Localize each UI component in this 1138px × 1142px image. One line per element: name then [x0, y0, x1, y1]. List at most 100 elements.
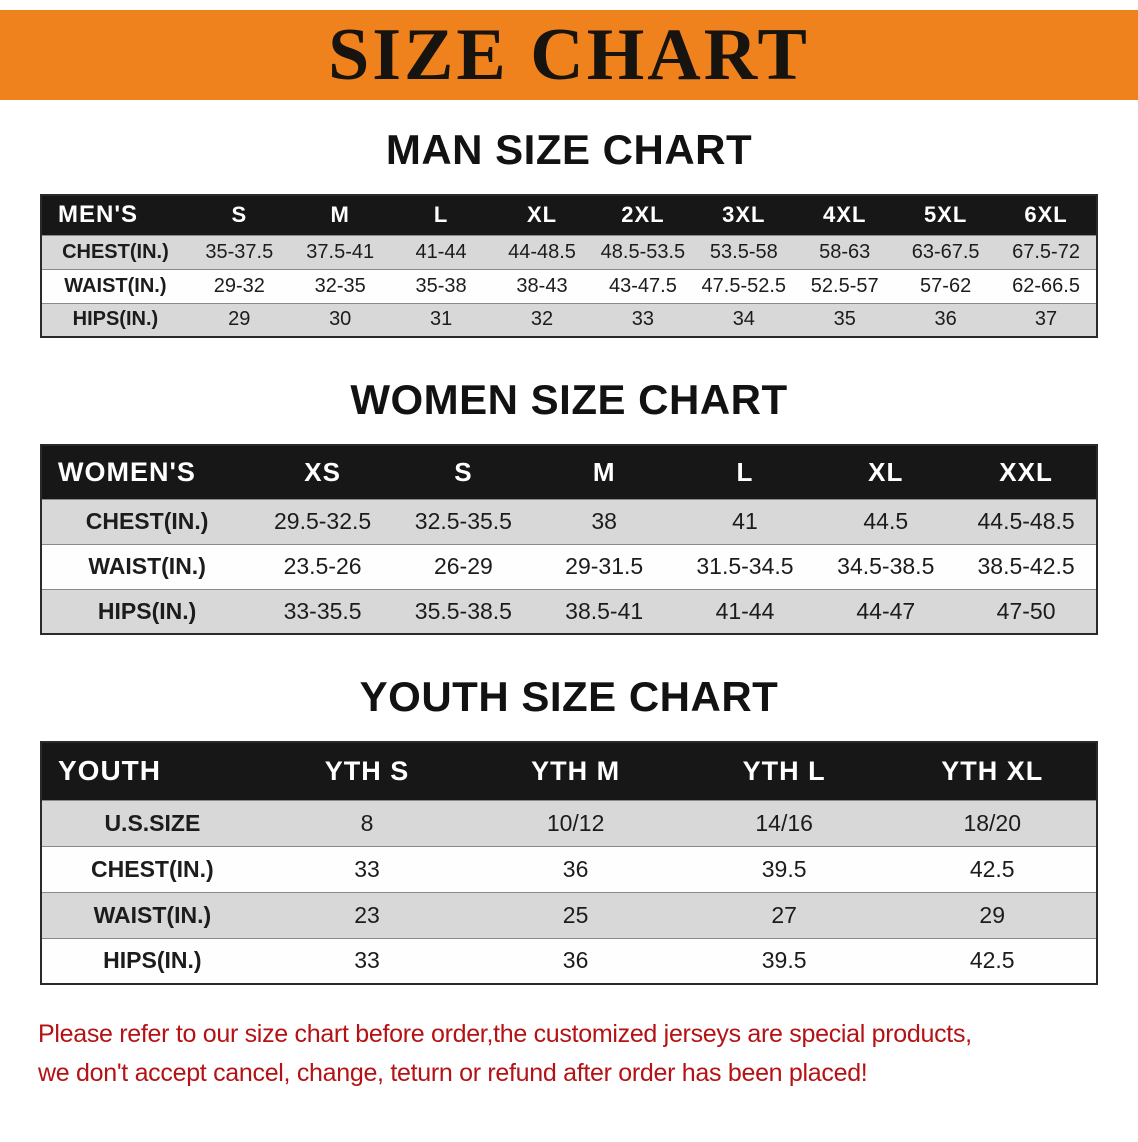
- table-title-cell: WOMEN'S: [58, 456, 196, 487]
- women-size-table: WOMEN'S XS S M L XL XXL CHEST(IN.) 29.5-32.5 32.…: [40, 444, 1098, 635]
- measurement-value-cell: 38.5-41: [565, 597, 644, 624]
- measurement-value-cell: 67.5-72: [1012, 240, 1080, 263]
- measurement-value-cell: 29: [228, 308, 251, 331]
- measurement-value-cell: 53.5-58: [709, 240, 778, 263]
- measurement-value-cell: 62-66.5: [1012, 274, 1080, 297]
- row-label-cell: CHEST(IN.): [91, 855, 214, 882]
- men-size-table: MEN'S S M L XL 2XL 3XL 4XL 5XL 6XL CHEST(IN.) 35-3…: [40, 194, 1098, 338]
- youth-table-body: U.S.SIZE 8 10/12 14/16 18/20 CHEST(IN.) 33 36 39…: [41, 800, 1097, 984]
- measurement-value-cell: 39.5: [761, 855, 807, 882]
- table-title-cell: MEN'S: [58, 201, 139, 229]
- measurement-value-cell: 8: [360, 809, 374, 836]
- measurement-value-cell: 32.5-35.5: [414, 508, 512, 534]
- size-header-cell: 2XL: [621, 202, 665, 228]
- row-label-cell: WAIST(IN.): [93, 901, 212, 928]
- measurement-value-cell: 26-29: [433, 553, 493, 579]
- men-table-body: CHEST(IN.) 35-37.5 37.5-41 41-44 44-48.5 48.5…: [41, 235, 1097, 337]
- row-label-cell: U.S.SIZE: [104, 809, 201, 836]
- measurement-value-cell: 27: [771, 901, 797, 928]
- size-header-cell: S: [231, 202, 248, 228]
- size-header-cell: 6XL: [1024, 202, 1068, 228]
- row-label-cell: HIPS(IN.): [103, 947, 202, 974]
- row-label-cell: WAIST(IN.): [88, 553, 206, 579]
- youth-section-heading: YOUTH SIZE CHART: [359, 673, 779, 720]
- size-header-cell: XL: [868, 456, 904, 487]
- row-label-cell: CHEST(IN.): [85, 508, 209, 534]
- measurement-value-cell: 33: [354, 947, 380, 974]
- measurement-value-cell: 33: [631, 308, 655, 331]
- women-size-section: WOMEN SIZE CHART WOMEN'S XS S M L XL XXL CHEST…: [0, 376, 1138, 635]
- measurement-value-cell: 33: [354, 855, 380, 882]
- size-chart-banner: SIZE CHART: [0, 10, 1138, 100]
- size-header-cell: M: [330, 202, 350, 228]
- measurement-value-cell: 29: [979, 901, 1006, 928]
- measurement-value-cell: 29-31.5: [565, 553, 644, 579]
- measurement-row: HIPS(IN.) 33 36 39.5 42.5: [41, 938, 1097, 984]
- disclaimer-note: Please refer to our size chart before or…: [38, 1015, 1100, 1093]
- measurement-row: CHEST(IN.) 35-37.5 37.5-41 41-44 44-48.5 48.5…: [41, 235, 1097, 269]
- size-header-cell: 4XL: [823, 202, 867, 228]
- size-header-row: WOMEN'S XS S M L XL XXL: [41, 445, 1097, 499]
- women-table-header: WOMEN'S XS S M L XL XXL: [41, 445, 1097, 499]
- measurement-value-cell: 57-62: [920, 274, 972, 297]
- measurement-value-cell: 41-44: [715, 597, 775, 624]
- measurement-value-cell: 42.5: [969, 947, 1015, 974]
- measurement-value-cell: 32: [530, 308, 554, 331]
- measurement-row: HIPS(IN.) 33-35.5 35.5-38.5 38.5-41 41-44 44-…: [41, 589, 1097, 634]
- measurement-value-cell: 39.5: [761, 947, 807, 974]
- measurement-value-cell: 47.5-52.5: [701, 274, 787, 297]
- size-header-cell: 3XL: [722, 202, 766, 228]
- men-section-heading: MAN SIZE CHART: [385, 126, 753, 173]
- measurement-value-cell: 36: [562, 947, 589, 974]
- size-chart-page: SIZE CHART MAN SIZE CHART MEN'S S M L XL 2XL 3…: [0, 10, 1138, 1093]
- measurement-value-cell: 44-47: [856, 597, 916, 624]
- measurement-row: CHEST(IN.) 29.5-32.5 32.5-35.5 38 41 44.5 44.5…: [41, 499, 1097, 544]
- size-header-cell: M: [592, 456, 616, 487]
- measurement-value-cell: 63-67.5: [911, 240, 980, 263]
- row-label-cell: HIPS(IN.): [72, 308, 159, 331]
- men-size-section: MAN SIZE CHART MEN'S S M L XL 2XL 3XL 4XL 5XL 6XL…: [0, 126, 1138, 338]
- size-header-cell: 5XL: [923, 202, 968, 228]
- measurement-value-cell: 33-35.5: [283, 597, 362, 624]
- measurement-value-cell: 47-50: [996, 597, 1056, 624]
- youth-size-table: YOUTH YTH S YTH M YTH L YTH XL U.S.SIZE 8 10/1…: [40, 741, 1098, 985]
- measurement-value-cell: 52.5-57: [810, 274, 879, 297]
- measurement-row: WAIST(IN.) 29-32 32-35 35-38 38-43 43-47.5 47.…: [41, 269, 1097, 303]
- men-table-header: MEN'S S M L XL 2XL 3XL 4XL 5XL 6XL: [41, 195, 1097, 235]
- measurement-value-cell: 35-38: [415, 274, 467, 297]
- measurement-value-cell: 23.5-26: [283, 553, 362, 579]
- row-label-cell: WAIST(IN.): [64, 274, 167, 297]
- size-header-cell: XXL: [999, 456, 1053, 487]
- size-header-row: YOUTH YTH S YTH M YTH L YTH XL: [41, 742, 1097, 800]
- measurement-value-cell: 30: [329, 308, 352, 331]
- measurement-value-cell: 29.5-32.5: [273, 508, 372, 534]
- youth-size-section: YOUTH SIZE CHART YOUTH YTH S YTH M YTH L YTH…: [0, 673, 1138, 985]
- measurement-value-cell: 31: [429, 308, 453, 331]
- measurement-row: WAIST(IN.) 23.5-26 26-29 29-31.5 31.5-34.5 34…: [41, 544, 1097, 589]
- measurement-value-cell: 42.5: [969, 855, 1015, 882]
- size-header-cell: YTH XL: [941, 755, 1044, 786]
- measurement-value-cell: 44.5: [863, 508, 909, 534]
- size-header-row: MEN'S S M L XL 2XL 3XL 4XL 5XL 6XL: [41, 195, 1097, 235]
- size-header-cell: L: [736, 456, 754, 487]
- measurement-value-cell: 14/16: [755, 809, 813, 836]
- row-label-cell: HIPS(IN.): [97, 597, 197, 624]
- size-header-cell: YTH L: [742, 755, 826, 786]
- table-title-cell: YOUTH: [58, 755, 161, 787]
- measurement-value-cell: 38.5-42.5: [977, 553, 1075, 579]
- measurement-row: CHEST(IN.) 33 36 39.5 42.5: [41, 846, 1097, 892]
- measurement-row: U.S.SIZE 8 10/12 14/16 18/20: [41, 800, 1097, 846]
- measurement-value-cell: 41: [732, 508, 758, 534]
- measurement-value-cell: 37: [1034, 308, 1058, 331]
- measurement-value-cell: 35.5-38.5: [414, 597, 512, 624]
- measurement-value-cell: 35-37.5: [205, 240, 274, 263]
- women-section-heading: WOMEN SIZE CHART: [350, 376, 788, 423]
- measurement-row: WAIST(IN.) 23 25 27 29: [41, 892, 1097, 938]
- size-header-cell: XS: [304, 456, 341, 487]
- size-header-cell: L: [433, 202, 449, 228]
- measurement-value-cell: 44.5-48.5: [977, 508, 1075, 534]
- measurement-value-cell: 43-47.5: [608, 274, 677, 297]
- disclaimer-line-1: Please refer to our size chart before or…: [38, 1020, 972, 1048]
- size-header-cell: S: [454, 456, 473, 487]
- measurement-value-cell: 41-44: [415, 240, 467, 263]
